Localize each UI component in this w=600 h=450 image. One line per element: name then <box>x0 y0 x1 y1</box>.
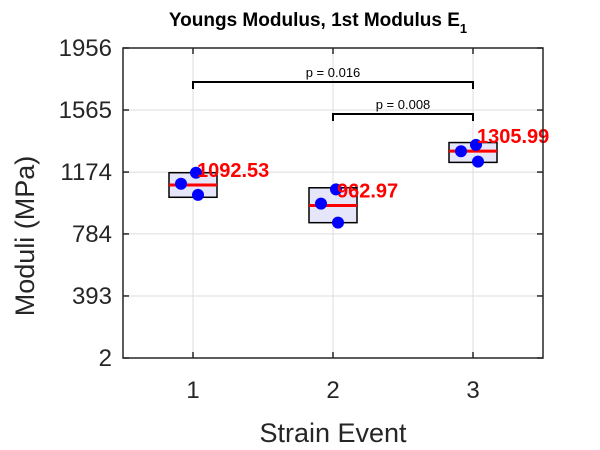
y-axis-label: Moduli (MPa) <box>10 156 40 317</box>
significance-bracket <box>332 113 474 121</box>
data-point <box>472 155 484 168</box>
data-point <box>332 216 344 229</box>
significance-bracket <box>192 81 474 89</box>
data-point <box>315 197 327 210</box>
data-point <box>192 188 204 201</box>
median-label-2: 962.97 <box>337 181 398 203</box>
x-axis-label: Strain Event <box>259 418 407 448</box>
x-tick-label: 1 <box>186 377 199 404</box>
y-tick-label: 1956 <box>59 35 112 62</box>
data-point <box>330 183 342 196</box>
boxes: 1092.53 962.97 1305.99 <box>168 126 549 229</box>
chart-title-main: Youngs Modulus, 1st Modulus E <box>169 10 460 31</box>
significance-label: p = 0.008 <box>376 97 431 112</box>
x-tick-label: 3 <box>466 377 479 404</box>
y-tick-label: 2 <box>99 345 112 372</box>
data-point <box>470 138 482 151</box>
chart-title-subscript: 1 <box>460 21 467 36</box>
chart-title: Youngs Modulus, 1st Modulus E1 <box>169 10 467 36</box>
data-point <box>190 166 202 179</box>
axes: 2 393 784 1174 1565 1956 1 2 3 <box>59 35 544 404</box>
x-tick-label: 2 <box>326 377 339 404</box>
significance-label: p = 0.016 <box>306 65 361 80</box>
y-tick-label: 1565 <box>59 97 112 124</box>
median-label-1: 1092.53 <box>197 160 269 182</box>
y-tick-label: 393 <box>72 283 112 310</box>
data-point <box>175 177 187 190</box>
y-tick-label: 1174 <box>60 159 112 186</box>
data-point <box>455 145 467 158</box>
y-tick-label: 784 <box>72 221 112 248</box>
significance-brackets: p = 0.016 p = 0.008 <box>192 65 474 121</box>
median-label-3: 1305.99 <box>477 126 549 148</box>
